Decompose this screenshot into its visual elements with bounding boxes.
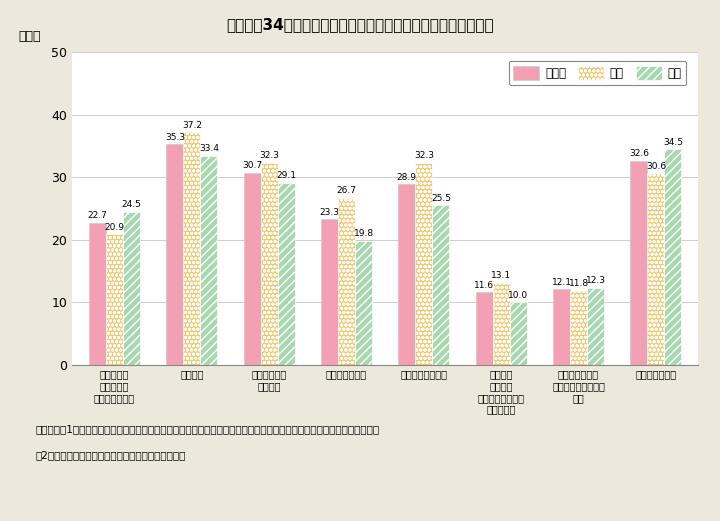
Bar xyxy=(89,223,106,365)
Text: 12.1: 12.1 xyxy=(552,278,572,287)
Bar xyxy=(338,198,355,365)
Bar xyxy=(278,183,294,365)
Bar xyxy=(184,132,200,365)
Bar xyxy=(123,212,140,365)
Text: （％）: （％） xyxy=(19,30,41,43)
Bar xyxy=(510,302,527,365)
Text: 11.6: 11.6 xyxy=(474,281,494,290)
Bar xyxy=(647,173,665,365)
Text: イ－特－34図　学び直しのための機会や方法についての認知度: イ－特－34図 学び直しのための機会や方法についての認知度 xyxy=(226,17,494,32)
Text: 2．女性３，０００人，男性３，０００人が回答。: 2．女性３，０００人，男性３，０００人が回答。 xyxy=(36,451,186,461)
Bar xyxy=(665,149,681,365)
Text: 22.7: 22.7 xyxy=(88,212,107,220)
Bar xyxy=(433,205,449,365)
Text: 11.8: 11.8 xyxy=(569,279,588,289)
Text: 25.5: 25.5 xyxy=(431,194,451,203)
Bar xyxy=(553,289,570,365)
Text: 24.5: 24.5 xyxy=(122,200,142,209)
Text: 37.2: 37.2 xyxy=(182,121,202,130)
Text: 29.1: 29.1 xyxy=(276,171,296,180)
Bar xyxy=(630,161,647,365)
Text: 32.3: 32.3 xyxy=(259,151,279,160)
Bar xyxy=(587,288,604,365)
Text: 28.9: 28.9 xyxy=(397,172,417,181)
Bar xyxy=(570,291,587,365)
Bar xyxy=(200,156,217,365)
Bar xyxy=(476,292,492,365)
Text: 33.4: 33.4 xyxy=(199,144,219,153)
Text: 13.1: 13.1 xyxy=(491,271,511,280)
Legend: 男女計, 女性, 男性: 男女計, 女性, 男性 xyxy=(508,61,686,85)
Text: 20.9: 20.9 xyxy=(104,222,125,231)
Bar xyxy=(398,184,415,365)
Text: 26.7: 26.7 xyxy=(336,187,356,195)
Bar xyxy=(492,283,510,365)
Bar xyxy=(261,163,278,365)
Text: （備考）　1．「多様な選択を可能にする学びに関する調査」（平成３０年度内閣府委託調査・株式会社創建）より作成。: （備考） 1．「多様な選択を可能にする学びに関する調査」（平成３０年度内閣府委託… xyxy=(36,425,380,435)
Bar xyxy=(166,144,184,365)
Text: 19.8: 19.8 xyxy=(354,229,374,239)
Bar xyxy=(106,234,123,365)
Bar xyxy=(243,173,261,365)
Text: 32.3: 32.3 xyxy=(414,151,434,160)
Text: 32.6: 32.6 xyxy=(629,150,649,158)
Bar xyxy=(321,219,338,365)
Text: 35.3: 35.3 xyxy=(165,132,185,142)
Bar xyxy=(415,163,433,365)
Bar xyxy=(355,241,372,365)
Text: 30.7: 30.7 xyxy=(242,162,262,170)
Text: 10.0: 10.0 xyxy=(508,291,528,300)
Text: 23.3: 23.3 xyxy=(320,207,340,217)
Text: 12.3: 12.3 xyxy=(585,276,606,286)
Text: 30.6: 30.6 xyxy=(646,162,666,171)
Text: 34.5: 34.5 xyxy=(663,138,683,146)
